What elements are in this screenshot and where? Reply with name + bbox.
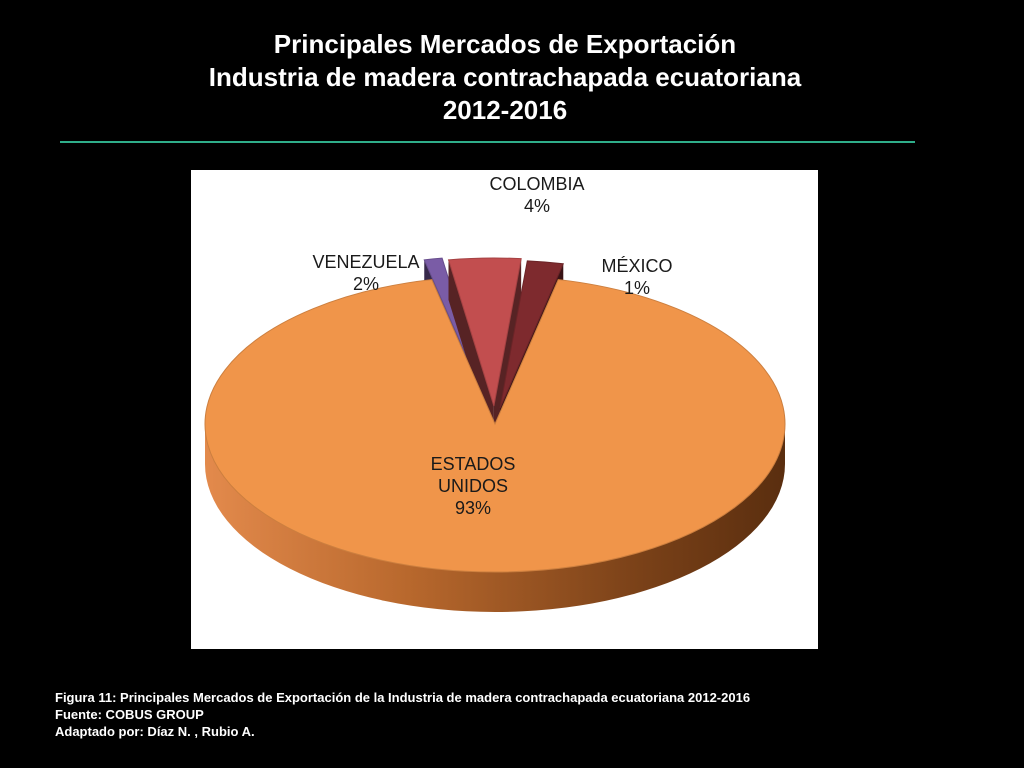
slide-title: Principales Mercados de Exportación Indu… [0,28,1010,127]
title-line-1: Principales Mercados de Exportación [273,29,737,59]
pie-slice-top-venezuela [499,260,564,409]
title-line-3: 2012-2016 [442,95,568,125]
caption-source: Fuente: COBUS GROUP [55,707,204,722]
pie-chart: ESTADOS UNIDOS 93% VENEZUELA 2% COLOMBIA 4% MÉX… [204,174,786,612]
caption-adapted: Adaptado por: Díaz N. , Rubio A. [55,724,255,739]
data-label-colombia: COLOMBIA 4% [489,174,584,216]
pie-slice-top-estados-unidos [204,279,786,573]
title-divider [60,141,915,143]
figure-caption: Figura 11: Principales Mercados de Expor… [55,689,750,740]
pie-slice-top-colombia [447,257,522,407]
pie-slice-side-estados-unidos [205,424,785,612]
pie-slice-estados-unidos [204,279,786,612]
title-line-2: Industria de madera contrachapada ecuato… [208,62,802,92]
data-label-mexico: MÉXICO 1% [601,256,672,298]
pie-chart-panel: ESTADOS UNIDOS 93% VENEZUELA 2% COLOMBIA 4% MÉX… [191,170,818,649]
pie-slice-face-colombia-0 [493,258,522,447]
caption-figure: Figura 11: Principales Mercados de Expor… [55,690,751,705]
data-label-venezuela: VENEZUELA 2% [312,252,419,294]
data-label-estados-unidos: ESTADOS UNIDOS 93% [431,454,516,518]
